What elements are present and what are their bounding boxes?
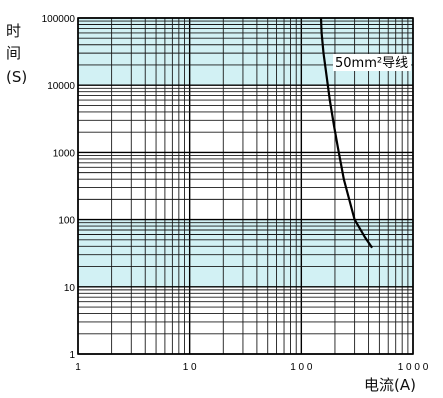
y-tick-label: 100000 <box>42 14 76 25</box>
y-axis-label-line-3: (S) <box>6 68 28 86</box>
x-tick-label: 1 0 0 <box>290 362 313 373</box>
series-curve-0 <box>319 17 374 249</box>
series-label: 50mm²导线 <box>335 56 408 71</box>
y-axis-label-line-1: 时 <box>6 22 22 40</box>
y-axis-label-line-2: 间 <box>6 44 22 62</box>
y-tick-label: 100 <box>58 216 75 227</box>
shaded-band-0 <box>78 18 413 86</box>
series-label-background <box>333 54 411 71</box>
x-tick-label: 1 <box>75 362 81 373</box>
y-tick-label: 1 <box>69 350 75 361</box>
y-tick-label: 1000 <box>53 148 76 159</box>
plot-frame <box>77 17 414 355</box>
y-tick-label: 10 <box>64 283 76 294</box>
x-axis-label: 电流(A) <box>364 376 416 394</box>
x-tick-label: 1 0 0 0 <box>398 362 429 373</box>
shaded-band-1 <box>78 219 413 287</box>
y-tick-label: 10000 <box>47 81 75 92</box>
x-tick-label: 1 0 <box>183 362 197 373</box>
